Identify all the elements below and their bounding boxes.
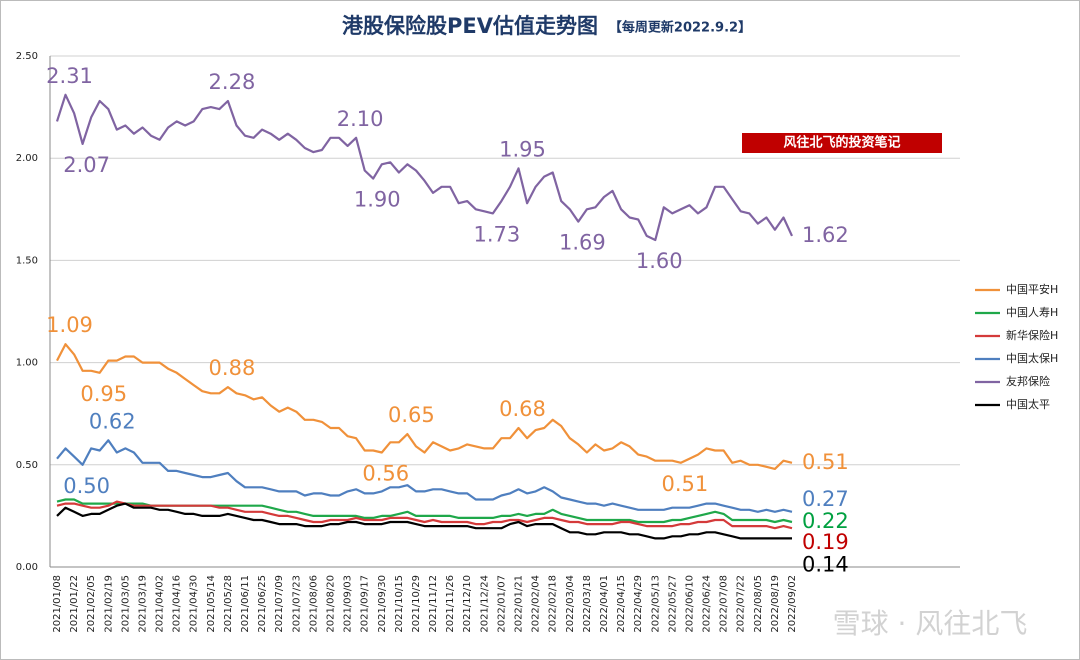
- x-tick-label: 2021/09/03: [343, 575, 354, 633]
- data-label: 1.73: [473, 222, 520, 246]
- y-tick-label: 0.00: [16, 562, 38, 573]
- series-line: [56, 502, 792, 540]
- x-tick-label: 2022/02/04: [531, 575, 542, 633]
- x-tick-label: 2022/07/08: [719, 575, 730, 633]
- data-label: 0.68: [499, 397, 546, 421]
- x-tick-label: 2022/06/10: [684, 575, 695, 633]
- x-tick-label: 2021/09/30: [377, 575, 388, 633]
- x-tick-label: 2021/11/12: [428, 575, 439, 633]
- x-tick-label: 2021/04/16: [172, 575, 183, 633]
- legend-label: 中国平安H: [1006, 282, 1058, 296]
- x-tick-label: 2021/04/30: [189, 575, 200, 633]
- x-tick-label: 2022/01/21: [514, 575, 525, 633]
- data-label: 2.28: [209, 70, 256, 94]
- series-line: [56, 439, 793, 513]
- x-tick-label: 2021/05/14: [206, 575, 217, 633]
- x-tick-label: 2021/02/19: [103, 575, 114, 633]
- series-line: [55, 93, 793, 242]
- legend-label: 中国太保H: [1006, 351, 1058, 365]
- x-tick-label: 2021/08/20: [325, 575, 336, 633]
- x-tick-label: 2021/02/05: [86, 575, 97, 633]
- x-tick-label: 2022/03/04: [565, 575, 576, 633]
- x-tick-label: 2022/05/13: [650, 575, 661, 633]
- x-tick-label: 2022/09/02: [787, 575, 798, 633]
- x-tick-label: 2021/07/09: [274, 575, 285, 633]
- data-label: 0.56: [362, 462, 409, 486]
- x-tick-label: 2022/04/15: [616, 575, 627, 633]
- x-tick-label: 2021/01/22: [69, 575, 80, 633]
- data-label: 1.95: [499, 137, 546, 161]
- x-tick-label: 2021/03/05: [120, 575, 131, 633]
- watermark: 雪球 · 风往北飞: [833, 607, 1028, 640]
- x-tick-label: 2021/09/17: [360, 575, 371, 633]
- data-label: 0.65: [388, 403, 435, 427]
- data-label: 0.95: [80, 382, 127, 406]
- legend-label: 新华保险H: [1006, 328, 1058, 342]
- x-tick-label: 2022/02/18: [548, 575, 559, 633]
- chart-subtitle: 【每周更新2022.9.2】: [609, 20, 751, 36]
- data-label: 1.60: [636, 249, 683, 273]
- y-tick-label: 2.50: [16, 51, 38, 62]
- x-tick-label: 2021/06/25: [257, 575, 268, 633]
- x-tick-label: 2022/04/01: [599, 575, 610, 633]
- x-tick-label: 2022/08/05: [753, 575, 764, 633]
- x-tick-label: 2021/12/24: [479, 575, 490, 633]
- x-tick-label: 2022/06/24: [702, 575, 713, 633]
- data-label: 2.31: [46, 64, 93, 88]
- x-tick-label: 2021/03/19: [137, 575, 148, 633]
- legend-label: 中国太平: [1006, 398, 1050, 411]
- annotation-text: 风往北飞的投资笔记: [783, 135, 900, 151]
- x-tick-label: 2022/05/27: [667, 575, 678, 633]
- x-tick-label: 2021/04/02: [155, 575, 166, 633]
- data-label: 2.10: [337, 107, 384, 131]
- data-label: 0.51: [662, 472, 709, 496]
- x-tick-label: 2021/05/28: [223, 575, 234, 633]
- legend-label: 友邦保险: [1006, 374, 1050, 388]
- data-label: 0.62: [89, 409, 136, 433]
- x-tick-label: 2022/07/22: [736, 575, 747, 633]
- data-label: 2.07: [63, 153, 110, 177]
- data-label: 0.19: [802, 530, 849, 554]
- series-line: [56, 343, 793, 470]
- y-tick-label: 0.50: [16, 460, 38, 471]
- x-tick-label: 2021/01/08: [52, 575, 63, 633]
- x-tick-label: 2021/07/23: [291, 575, 302, 633]
- series-line: [56, 500, 793, 530]
- x-tick-label: 2022/01/07: [496, 575, 507, 633]
- y-tick-label: 1.00: [16, 358, 38, 369]
- x-tick-label: 2022/04/29: [633, 575, 644, 633]
- x-tick-label: 2022/03/18: [582, 575, 593, 633]
- data-label: 0.27: [802, 487, 849, 511]
- data-label: 0.22: [802, 509, 849, 533]
- legend-label: 中国人寿H: [1006, 305, 1058, 319]
- chart-title: 港股保险股PEV估值走势图: [342, 14, 598, 38]
- x-tick-label: 2021/08/06: [308, 575, 319, 633]
- data-label: 1.62: [802, 223, 849, 247]
- data-label: 1.09: [46, 313, 93, 337]
- x-tick-label: 2021/12/10: [462, 575, 473, 633]
- plot-area: 0.00 0.50 1.00 1.50 2.00 2.50 2021/01/08 2021/0…: [16, 51, 1059, 633]
- data-label: 1.90: [354, 188, 401, 212]
- annotation-box: [742, 133, 942, 153]
- x-tick-label: 2021/10/15: [394, 575, 405, 633]
- x-tick-label: 2021/11/26: [445, 575, 456, 633]
- data-label: 1.69: [559, 231, 606, 255]
- x-tick-label: 2022/08/19: [770, 575, 781, 633]
- y-tick-label: 1.50: [16, 255, 38, 266]
- data-label: 0.88: [209, 356, 256, 380]
- data-label: 0.51: [802, 450, 849, 474]
- y-tick-label: 2.00: [16, 153, 38, 164]
- data-label: 0.14: [802, 552, 849, 576]
- data-label: 0.50: [63, 474, 110, 498]
- x-tick-label: 2021/10/29: [411, 575, 422, 633]
- x-tick-label: 2021/06/11: [240, 575, 251, 633]
